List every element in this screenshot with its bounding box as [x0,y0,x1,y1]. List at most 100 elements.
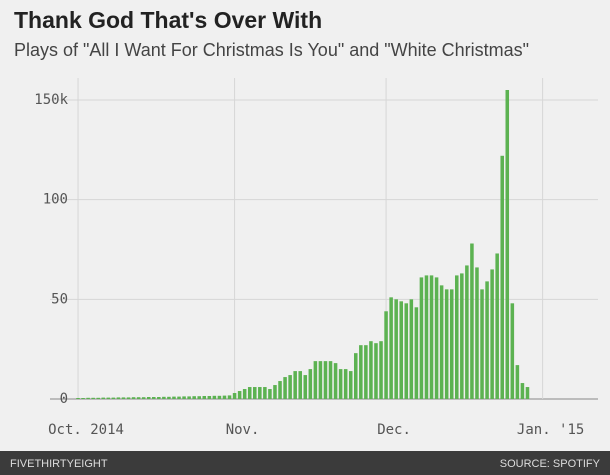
bar [449,289,454,399]
bar [348,371,353,399]
x-tick-label: Oct. 2014 [48,422,124,438]
bar [86,397,90,399]
bar [197,396,201,399]
bar [101,397,106,399]
bar [308,369,313,399]
chart-title: Thank God That's Over With [14,7,322,33]
bar [490,269,494,399]
bar [96,397,100,399]
bar [455,275,459,399]
bar [91,397,95,399]
bar [136,397,141,399]
bar [177,396,181,399]
bar [106,397,111,399]
footer-bar [0,451,610,475]
bar [328,361,333,399]
footer-source: SOURCE: SPOTIFY [500,458,601,470]
bar [399,301,403,399]
bar [404,303,409,399]
bar [495,253,499,399]
bar [131,397,136,399]
bar [323,361,328,399]
bar [414,307,419,399]
bar [364,345,368,399]
bar [237,391,242,399]
bar [434,277,439,399]
bar [217,395,222,399]
bar [369,341,373,399]
bar [379,341,383,399]
bar [162,396,166,399]
bar [76,398,80,399]
bar [354,353,358,399]
bar [384,311,388,399]
bar [278,381,282,399]
bar [152,397,156,399]
bar [141,397,146,399]
footer-brand: FIVETHIRTYEIGHT [10,458,108,470]
bar [247,387,252,399]
bar [465,265,469,399]
y-tick-label: 100 [43,192,68,208]
bar [116,397,121,399]
bar [126,397,131,399]
bar [460,273,464,399]
bar [303,375,308,399]
bar [475,267,479,399]
bar [313,361,318,399]
bar [212,395,217,399]
bar [515,365,520,399]
bar [202,396,207,399]
bar [182,396,186,399]
bar [505,90,510,399]
bar [444,289,449,399]
y-tick-label: 0 [60,391,68,407]
bar [520,383,525,399]
bar [470,243,474,399]
bar [525,387,530,399]
bar [242,389,247,399]
bar [359,345,363,399]
bar [232,393,237,399]
bar [485,281,489,399]
bar [283,377,287,399]
bar [293,371,297,399]
bar [374,343,378,399]
bar [111,397,116,399]
bar [222,395,227,399]
bar [253,387,257,399]
x-tick-label: Dec. [377,422,411,438]
bar [394,299,398,399]
y-tick-label: 150k [34,92,68,108]
bar [298,371,302,399]
bar [419,277,424,399]
bar [207,396,212,399]
x-tick-label: Jan. '15 [517,422,584,438]
bar [167,396,171,399]
bar [192,396,196,399]
y-tick-label: 50 [51,291,68,307]
bar [424,275,429,399]
bar [172,396,176,399]
bar [409,299,414,399]
bar [273,385,277,399]
bar [263,387,267,399]
bar [338,369,343,399]
x-tick-label: Nov. [226,422,260,438]
bar [121,397,126,399]
bar [146,397,151,399]
bar [318,361,323,399]
chart-subtitle: Plays of "All I Want For Christmas Is Yo… [14,40,529,60]
bar [510,303,515,399]
bar [187,396,191,399]
bar [439,285,444,399]
bar [480,289,484,399]
bar [500,155,504,399]
bar [288,375,292,399]
bar [227,395,232,399]
bar [343,369,348,399]
bar [389,297,393,399]
bar [81,398,85,399]
